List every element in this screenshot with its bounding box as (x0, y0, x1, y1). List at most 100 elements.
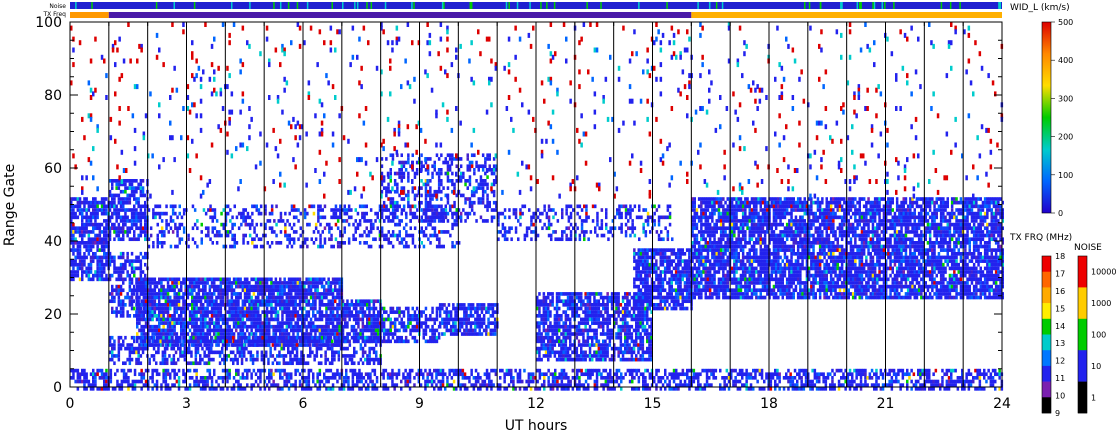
echo-cell (591, 310, 594, 314)
echo-cell (361, 335, 365, 340)
echo-cell (571, 350, 574, 355)
echo-cell (566, 335, 570, 340)
echo-cell (144, 237, 147, 242)
echo-cell (551, 295, 554, 300)
echo-cell (126, 255, 129, 260)
echo-cell (219, 328, 223, 333)
echo-cell (108, 219, 112, 223)
echo-cell (378, 230, 382, 234)
echo-cell (458, 324, 462, 329)
echo-cell (558, 314, 561, 318)
echo-cell (314, 277, 317, 282)
echo-cell (274, 306, 278, 311)
echo-cell (230, 306, 234, 311)
echo-cell (283, 284, 286, 289)
echo-cell (385, 317, 388, 322)
echo-cell (331, 332, 335, 336)
echo-cell (440, 168, 443, 172)
echo-cell (222, 222, 225, 227)
echo-cell (490, 208, 494, 212)
echo-cell (115, 277, 118, 282)
echo-cell (81, 233, 84, 238)
echo-cell (70, 215, 73, 220)
echo-cell (306, 339, 310, 344)
echo-cell (289, 357, 292, 362)
echo-cell (133, 270, 136, 274)
echo-cell (536, 335, 539, 340)
echo-cell (248, 324, 251, 329)
echo-cell (328, 222, 331, 227)
echo-cell (207, 346, 211, 351)
echo-cell (564, 357, 568, 362)
echo-cell (497, 219, 500, 223)
echo-cell (298, 281, 302, 285)
echo-cell (133, 259, 136, 263)
echo-cell (586, 306, 590, 311)
echo-cell (459, 164, 463, 169)
echo-cell (555, 303, 559, 307)
echo-cell (303, 339, 306, 344)
echo-cell (370, 332, 373, 336)
echo-cell (357, 321, 360, 325)
echo-cell (225, 346, 228, 351)
echo-cell (588, 324, 592, 329)
echo-cell (111, 200, 114, 205)
echo-cell (256, 343, 259, 347)
echo-cell (453, 222, 456, 227)
echo-cell (122, 237, 125, 242)
echo-cell (141, 350, 145, 355)
echo-cell (235, 215, 239, 220)
echo-cell (591, 328, 594, 333)
echo-cell (149, 306, 152, 311)
echo-cell (173, 299, 176, 304)
echo-cell (144, 317, 148, 322)
echo-cell (562, 332, 565, 336)
echo-cell (309, 354, 312, 358)
echo-cell (341, 208, 344, 212)
echo-cell (158, 303, 161, 307)
echo-cell (184, 321, 187, 325)
echo-cell (393, 215, 397, 220)
echo-cell (144, 335, 147, 340)
echo-cell (105, 255, 108, 260)
echo-cell (571, 324, 574, 329)
echo-cell (248, 226, 252, 231)
echo-cell (305, 335, 308, 340)
echo-cell (389, 168, 392, 172)
echo-cell (133, 204, 136, 209)
echo-cell (346, 354, 349, 358)
echo-cell (317, 361, 321, 366)
echo-cell (130, 335, 134, 340)
echo-cell (197, 295, 201, 300)
echo-cell (144, 346, 147, 351)
echo-cell (115, 211, 118, 216)
echo-cell (94, 222, 97, 227)
echo-cell (389, 197, 392, 201)
echo-cell (415, 193, 419, 198)
echo-cell (96, 248, 99, 252)
echo-cell (150, 335, 154, 340)
echo-cell (631, 226, 634, 231)
echo-cell (372, 346, 376, 351)
echo-cell (153, 324, 157, 329)
echo-cell (117, 299, 121, 304)
echo-cell (128, 193, 132, 198)
echo-cell (83, 200, 86, 205)
echo-cell (105, 211, 108, 216)
echo-cell (369, 222, 373, 227)
echo-cell (247, 343, 250, 347)
echo-cell (119, 215, 123, 220)
echo-cell (564, 310, 568, 314)
echo-cell (199, 299, 203, 304)
echo-cell (210, 335, 213, 340)
noise-speckle-mark (819, 2, 822, 9)
echo-cell (542, 354, 546, 358)
echo-cell (154, 215, 157, 220)
echo-cell (115, 226, 118, 231)
echo-cell (470, 153, 474, 158)
echo-cell (446, 230, 450, 234)
echo-cell (495, 208, 498, 212)
echo-cell (492, 182, 496, 187)
echo-cell (128, 288, 132, 293)
echo-cell (147, 321, 150, 325)
